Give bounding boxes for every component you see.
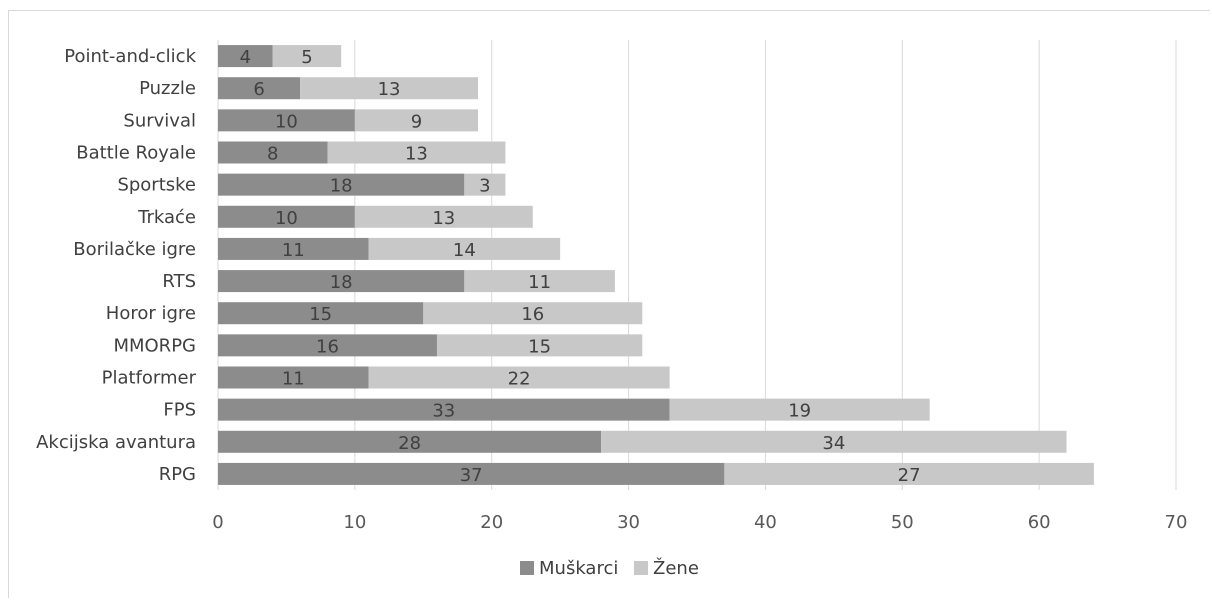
bar-zene [272,45,342,68]
bar-muskarci [218,109,355,132]
bar-muskarci [218,270,465,293]
data-label: 10 [275,208,298,229]
data-label: 16 [521,304,544,325]
bar-zene [464,270,615,293]
bar-muskarci [218,205,355,228]
data-label: 33 [432,401,455,422]
data-label: 15 [309,304,332,325]
data-label: 8 [267,144,278,165]
data-label: 13 [432,208,455,229]
data-label: 5 [301,47,312,68]
data-label: 10 [275,111,298,132]
data-label: 16 [316,336,339,357]
data-label: 11 [282,240,305,261]
data-label: 27 [898,465,921,486]
x-tick-label: 10 [343,512,366,533]
bar-zene [601,430,1067,453]
bar-muskarci [218,366,369,389]
bar-muskarci [218,430,602,453]
data-label: 4 [240,47,251,68]
data-label: 13 [378,79,401,100]
x-tick-labels: 0 10 20 30 40 50 60 70 [212,512,1187,533]
x-tick-label: 50 [891,512,914,533]
bar-zene [327,141,506,164]
data-label: 13 [405,144,428,165]
category-label: Survival [123,110,196,131]
bar-muskarci [218,77,301,100]
category-label: Sportske [117,175,196,196]
data-label: 34 [822,433,845,454]
bar-zene [300,77,479,100]
bar-zene [464,173,506,196]
data-label: 18 [330,176,353,197]
bar-muskarci [218,173,465,196]
category-label: Platformer [102,368,197,389]
data-label: 18 [330,272,353,293]
x-tick-label: 70 [1165,512,1188,533]
bar-zene [423,302,643,325]
data-label: 37 [460,465,483,486]
bar-zene [354,109,479,132]
x-tick-label: 40 [754,512,777,533]
data-label: 15 [528,336,551,357]
data-label: 11 [282,369,305,390]
legend-swatch [520,561,534,575]
legend: Muškarci Žene [520,557,699,579]
data-label: 14 [453,240,476,261]
category-label: Point-and-click [64,46,196,67]
bar-muskarci [218,302,424,325]
bar-muskarci [218,462,725,485]
category-label: Trkaće [137,207,196,228]
bar-zene [436,334,643,357]
category-label: RTS [162,271,196,292]
chart-frame [8,10,1210,598]
data-label: 9 [411,111,422,132]
gridlines [217,40,1177,490]
data-label: 3 [479,176,490,197]
x-tick-label: 30 [617,512,640,533]
data-label: 19 [788,401,811,422]
category-label: Battle Royale [76,143,196,164]
bar-muskarci [218,237,369,260]
legend-label: Žene [653,557,699,579]
category-label: RPG [159,464,196,485]
category-label: Borilačke igre [73,239,196,260]
legend-swatch [634,561,648,575]
bars: 4 5 6 13 10 9 8 13 18 3 10 13 11 14 18 11 15 16 16 15 11 22 33… [218,45,1094,486]
category-labels: Point-and-click Puzzle Survival Battle Roya… [36,46,196,485]
data-label: 6 [253,79,264,100]
data-label: 28 [398,433,421,454]
category-label: Akcijska avantura [36,432,196,453]
bar-muskarci [218,334,437,357]
bar-zene [368,237,561,260]
data-label: 22 [508,369,531,390]
bar-muskarci [218,45,273,68]
legend-label: Muškarci [539,558,618,579]
category-label: Horor igre [106,303,196,324]
bar-zene [724,462,1094,485]
data-label: 11 [528,272,551,293]
category-label: FPS [163,400,196,421]
bar-zene [669,398,930,421]
bar-muskarci [218,141,328,164]
bar-zene [354,205,533,228]
bar-muskarci [218,398,670,421]
x-tick-label: 20 [480,512,503,533]
x-tick-label: 0 [212,512,223,533]
x-tick-label: 60 [1028,512,1051,533]
bar-zene [368,366,670,389]
category-label: Puzzle [139,78,196,99]
category-label: MMORPG [113,335,196,356]
